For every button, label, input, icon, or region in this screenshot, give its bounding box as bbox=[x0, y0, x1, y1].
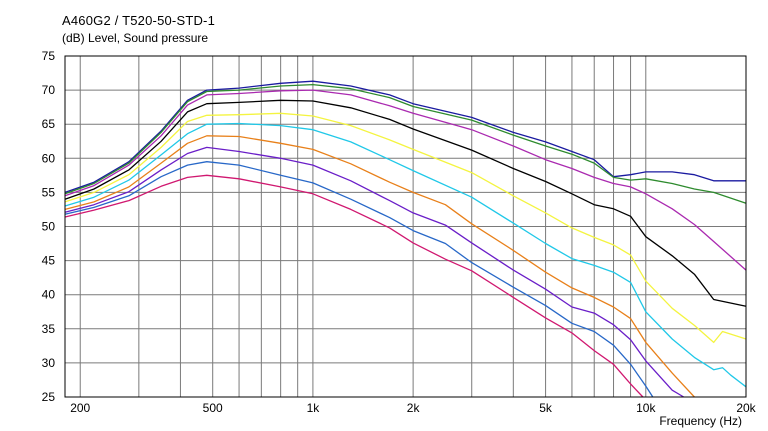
series-line-4 bbox=[64, 99, 747, 307]
x-tick-label: 20k bbox=[736, 401, 756, 415]
x-axis-label: Frequency (Hz) bbox=[659, 414, 742, 428]
y-tick-label: 30 bbox=[42, 356, 56, 370]
x-tick-labels: 200 500 1k 2k 5k 10k 20k bbox=[70, 401, 756, 415]
y-tick-label: 25 bbox=[42, 390, 56, 404]
x-tick-label: 200 bbox=[70, 401, 90, 415]
series-line-8 bbox=[64, 146, 685, 398]
grid bbox=[65, 56, 746, 397]
series-line-3 bbox=[64, 89, 747, 271]
y-tick-label: 65 bbox=[42, 117, 56, 131]
y-tick-label: 75 bbox=[42, 49, 56, 63]
y-tick-label: 35 bbox=[42, 322, 56, 336]
series-lines bbox=[64, 80, 747, 398]
x-tick-label: 500 bbox=[203, 401, 223, 415]
series-line-6 bbox=[64, 122, 747, 388]
x-tick-label: 1k bbox=[307, 401, 321, 415]
series-line-2 bbox=[64, 83, 747, 204]
y-tick-label: 60 bbox=[42, 151, 56, 165]
x-tick-label: 2k bbox=[407, 401, 421, 415]
x-tick-label: 10k bbox=[636, 401, 656, 415]
series-line-7 bbox=[64, 135, 695, 398]
y-tick-label: 50 bbox=[42, 220, 56, 234]
series-line-9 bbox=[64, 161, 654, 398]
y-tick-label: 40 bbox=[42, 288, 56, 302]
chart-subtitle: (dB) Level, Sound pressure bbox=[62, 31, 209, 45]
y-tick-label: 70 bbox=[42, 83, 56, 97]
series-line-10 bbox=[64, 174, 644, 398]
y-tick-labels: 25 30 35 40 45 50 55 60 65 70 75 bbox=[42, 49, 56, 404]
series-line-1 bbox=[64, 80, 746, 194]
series-line-5 bbox=[64, 112, 747, 344]
chart-title: A460G2 / T520-50-STD-1 bbox=[62, 13, 216, 28]
y-tick-label: 55 bbox=[42, 185, 56, 199]
x-tick-label: 5k bbox=[539, 401, 553, 415]
plot-frame bbox=[64, 55, 747, 398]
y-tick-label: 45 bbox=[42, 254, 56, 268]
